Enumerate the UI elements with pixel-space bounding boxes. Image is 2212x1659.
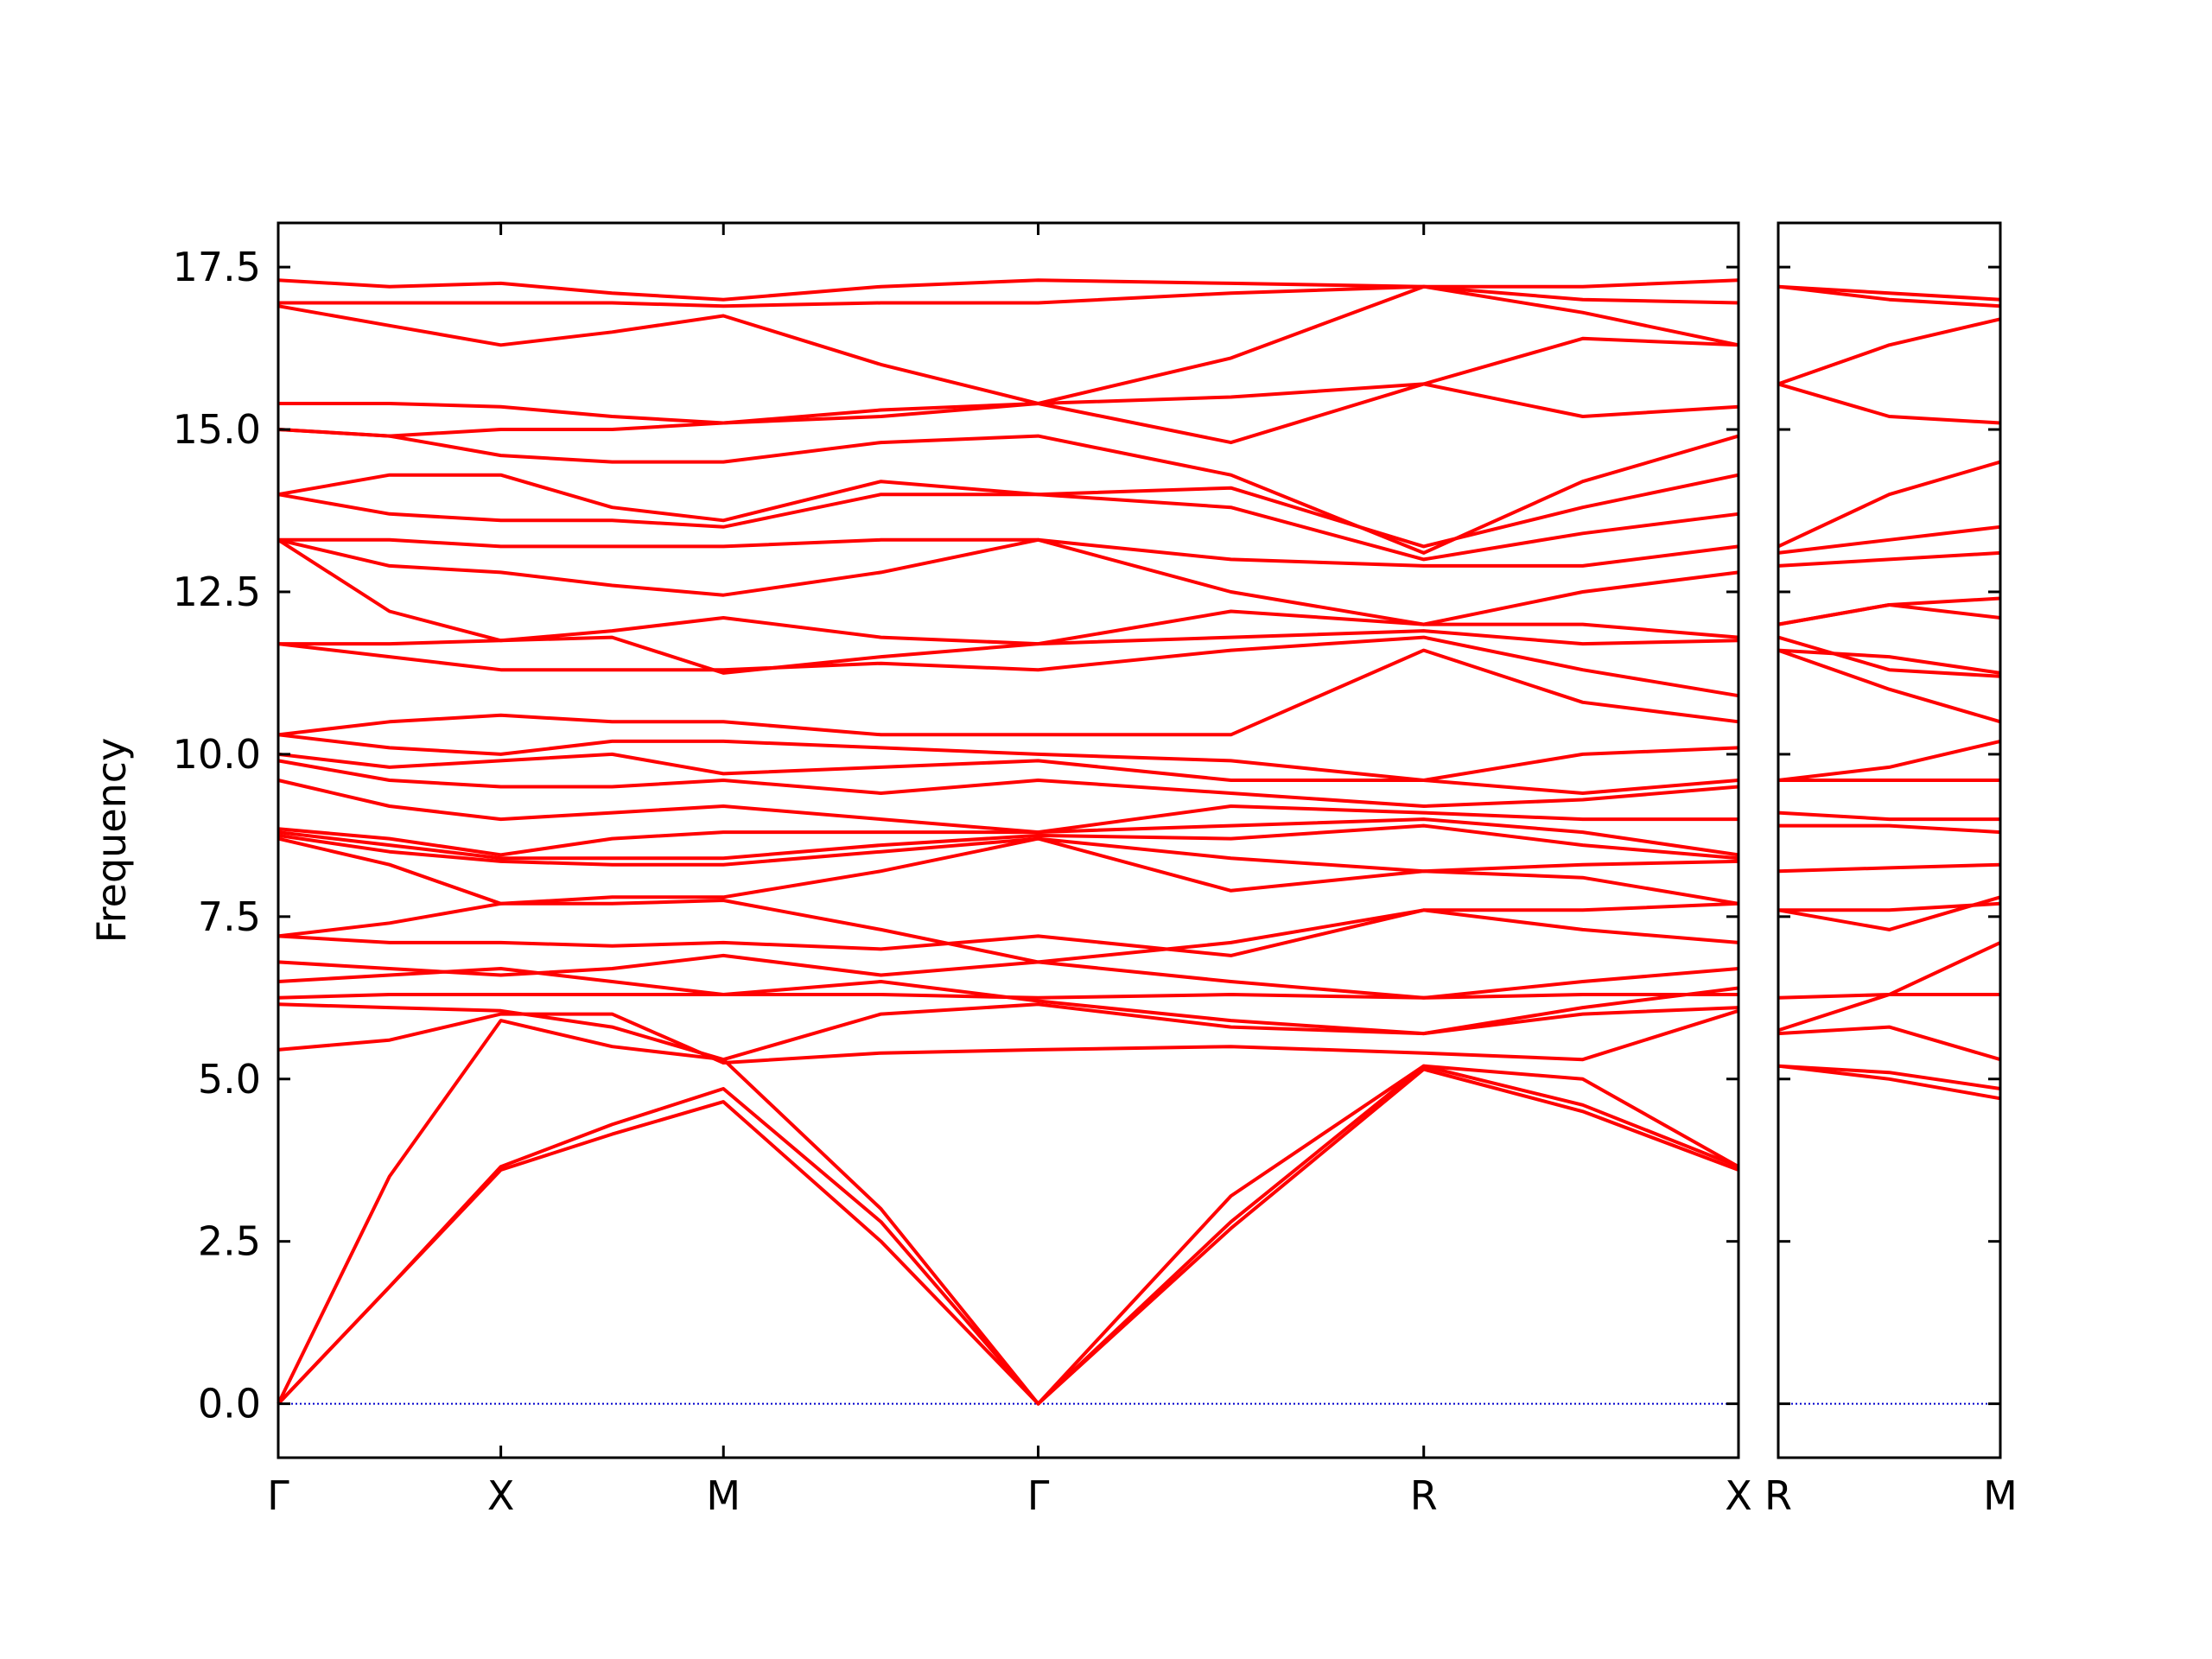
band-line [1777,524,2001,555]
band-line [278,616,1739,646]
x-tick-label: X [1725,1472,1752,1519]
band-line [277,993,1738,1000]
band-line [1777,382,2001,425]
band-line [277,428,1739,555]
band-line [1777,550,2001,568]
axes-frame [276,221,1740,1459]
band-line [1777,1064,2001,1090]
y-tick-label: 2.5 [198,1218,261,1265]
band-line [277,817,1739,857]
y-tick-label: 0.0 [198,1381,261,1427]
band-line [1777,648,2001,724]
band-line [1777,635,2001,678]
band-line [1777,1025,2001,1062]
band-line [1777,810,2000,822]
y-tick-label: 17.5 [173,244,261,290]
band-line [277,759,1739,808]
x-tick-label: M [1983,1472,2018,1519]
band-line [277,278,1739,302]
band-line [277,752,1739,795]
band-line [277,823,1739,861]
band-line [276,1019,1739,1406]
band-line [277,779,1738,835]
x-tick-label: R [1410,1472,1438,1519]
band-line [1777,284,2001,308]
band-line [1777,1064,2001,1101]
band-line [1777,739,2001,782]
band-line [277,733,1739,782]
band-line [1778,823,2001,835]
band-line [278,336,1739,425]
band-line [276,1064,1739,1406]
band-line [277,899,1739,964]
x-tick-label: X [487,1472,515,1519]
y-tick-label: 15.0 [173,406,261,453]
band-line [1777,862,2001,874]
band-line [277,967,1739,1036]
y-axis-label: Frequency [88,738,135,944]
band-line [1777,284,2001,302]
band-line [1777,596,2001,626]
band-line [277,473,1739,549]
band-line [277,493,1739,562]
band-line [278,537,1739,568]
band-line [1778,901,2001,912]
band-line [277,537,1739,626]
band-line [1777,460,2001,549]
band-line [1777,317,2001,386]
band-line [277,833,1739,874]
band-line [277,635,1739,698]
x-tick-label: R [1764,1472,1792,1519]
y-tick-label: 10.0 [173,731,261,778]
axes-frame [1777,221,2002,1459]
band-line [277,648,1739,737]
band-line [277,1002,1739,1062]
band-line [1777,941,2001,1033]
band-line [277,382,1739,445]
band-line [1777,603,2001,626]
y-tick-label: 12.5 [173,569,261,615]
band-line [1777,648,2001,675]
band-line [276,1067,1739,1406]
band-line [277,1008,1739,1065]
band-line [276,538,1739,675]
band-line [277,953,1739,1000]
band-line [277,284,1739,405]
band-line [278,284,1739,308]
band-line [277,836,1739,906]
y-tick-label: 7.5 [198,893,261,940]
x-tick-label: Γ [1027,1472,1050,1519]
y-tick-label: 5.0 [198,1056,261,1103]
x-tick-label: M [706,1472,741,1519]
x-tick-label: Γ [267,1472,289,1519]
band-line [277,908,1739,957]
band-line [1777,895,2001,931]
